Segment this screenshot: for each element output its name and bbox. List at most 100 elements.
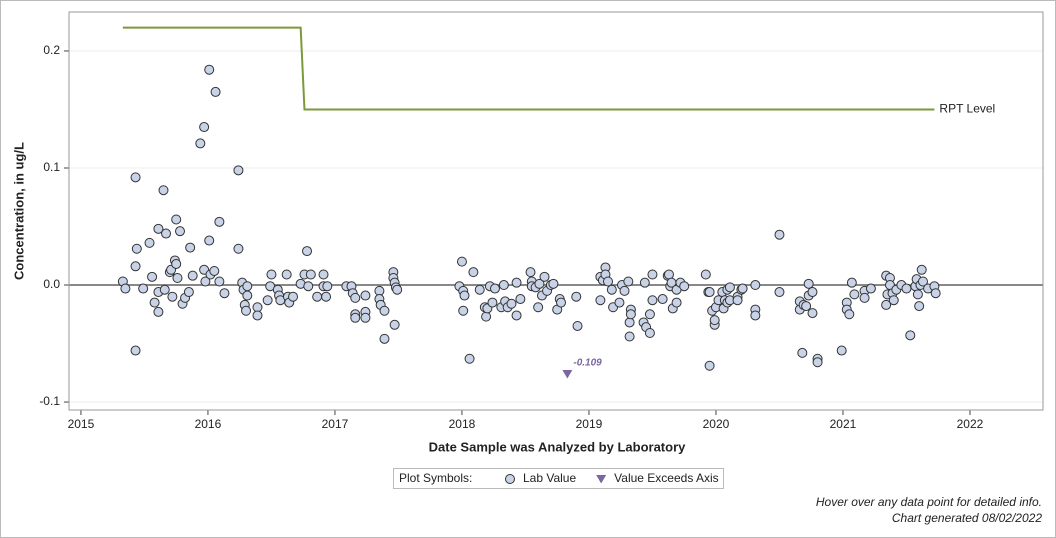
point [801,301,812,312]
x-tick-label: 2020 [703,417,730,431]
point [912,289,923,300]
point [149,297,160,308]
point [881,299,892,310]
point [525,267,536,278]
y-axis-title: Concentration, in ug/L [11,142,26,280]
point [161,228,172,239]
point [917,276,928,287]
point [130,261,141,272]
point [312,291,323,302]
point [360,290,371,301]
point [379,333,390,344]
point [647,295,658,306]
point [183,287,194,298]
point [210,86,221,97]
point [916,264,927,275]
point [303,281,314,292]
exceeds-label: -0.109 [573,358,602,369]
point [138,283,149,294]
point [534,278,545,289]
legend-title: Plot Symbols: [399,471,472,485]
point [704,287,715,298]
point [158,185,169,196]
level-label: RPT Level [939,102,995,116]
point [489,283,500,294]
point [252,310,263,321]
point [130,345,141,356]
point [700,269,711,280]
point [812,357,823,368]
point [644,327,655,338]
point [302,246,313,257]
point [262,295,273,306]
point [859,292,870,303]
point [159,284,170,295]
point [774,287,785,298]
point [481,311,492,322]
y-tick-label: -0.1 [39,394,60,408]
point [539,271,550,282]
point [556,297,567,308]
point [172,272,183,283]
x-tick-label: 2015 [68,417,95,431]
point [171,258,182,269]
point [322,281,333,292]
point [242,290,253,301]
point [392,284,403,295]
point [865,283,876,294]
point [175,226,186,237]
point [459,290,470,301]
point [474,284,485,295]
point [836,345,847,356]
y-tick-label: 0.1 [43,160,60,174]
point [281,269,292,280]
point [506,298,517,309]
point [724,282,735,293]
point [131,243,142,254]
footnote: Hover over any data point for detailed i… [816,495,1042,509]
point [619,285,630,296]
point [318,269,329,280]
point [803,278,814,289]
point [732,295,743,306]
legend-box [393,468,724,489]
point [379,305,390,316]
point [663,269,674,280]
point [389,319,400,330]
point [321,291,332,302]
point [167,291,178,302]
point [595,295,606,306]
plot-frame [68,11,1044,411]
point [639,277,650,288]
point [147,271,158,282]
point [242,281,253,292]
point [905,330,916,341]
point [456,256,467,267]
point [750,280,761,291]
point [130,172,141,183]
level-line [122,26,935,111]
point [120,283,131,294]
point [498,280,509,291]
point [241,305,252,316]
point [774,229,785,240]
exceeds-marker [562,370,573,379]
point [846,277,857,288]
point [657,294,668,305]
point [606,284,617,295]
point [647,269,658,280]
point [199,122,210,133]
point [914,301,925,312]
point [487,297,498,308]
point [930,288,941,299]
point [233,243,244,254]
y-tick-label: 0.2 [43,43,60,57]
x-tick-label: 2019 [576,417,603,431]
point [807,308,818,319]
point [511,277,522,288]
point [171,214,182,225]
x-tick-label: 2018 [449,417,476,431]
point [849,289,860,300]
point [200,276,211,287]
